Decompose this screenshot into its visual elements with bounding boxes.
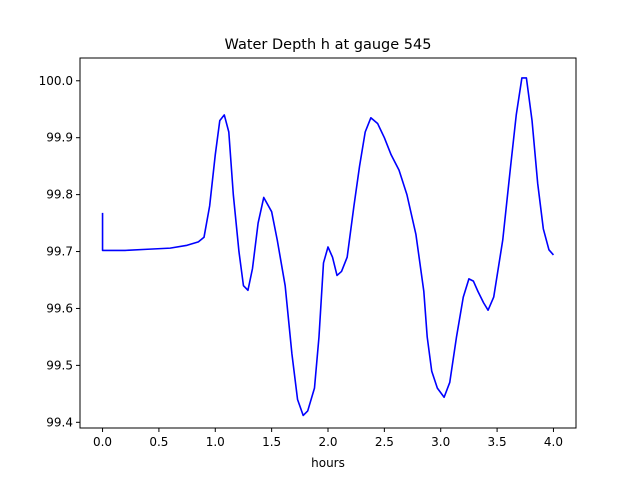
x-axis-label: hours <box>311 456 345 470</box>
x-tick-label: 1.5 <box>262 435 281 449</box>
y-tick-label: 99.8 <box>46 188 73 202</box>
y-tick-label: 100.0 <box>39 74 73 88</box>
x-tick-label: 0.0 <box>93 435 112 449</box>
y-tick-label: 99.9 <box>46 131 73 145</box>
x-tick-label: 2.0 <box>318 435 337 449</box>
x-tick-label: 0.5 <box>149 435 168 449</box>
x-tick-label: 3.0 <box>431 435 450 449</box>
y-tick-label: 99.5 <box>46 358 73 372</box>
x-axis: 0.0 0.5 1.0 1.5 2.0 2.5 3.0 3.5 4.0 <box>93 428 563 449</box>
series-line-0 <box>101 77 555 417</box>
plot-layer <box>101 77 555 417</box>
y-tick-label: 99.6 <box>46 301 73 315</box>
x-tick-label: 4.0 <box>544 435 563 449</box>
x-tick-label: 1.0 <box>206 435 225 449</box>
x-tick-label: 2.5 <box>375 435 394 449</box>
y-tick-label: 99.4 <box>46 415 73 429</box>
x-tick-label: 3.5 <box>488 435 507 449</box>
chart-title: Water Depth h at gauge 545 <box>225 37 432 53</box>
y-tick-label: 99.7 <box>46 245 73 259</box>
y-axis: 99.4 99.5 99.6 99.7 99.8 99.9 100.0 <box>39 74 80 429</box>
